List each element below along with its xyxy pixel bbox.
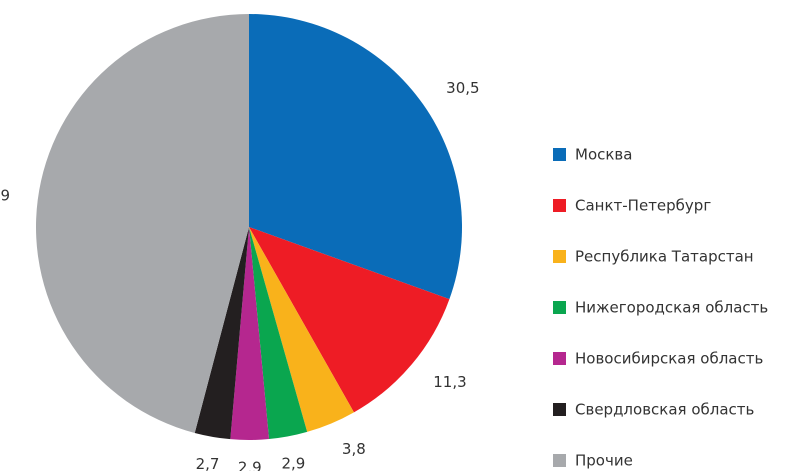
pie-slice [194,227,249,440]
pie-slice [249,227,354,432]
legend-swatch [553,250,566,263]
legend-swatch [553,352,566,365]
pie-slice [249,14,462,300]
pie-slice [249,227,308,440]
legend-label: Прочие [575,452,633,470]
legend-label: Республика Татарстан [575,248,754,266]
data-label: 11,3 [433,373,466,391]
pie-slice [230,227,270,440]
pie-slice [36,14,250,433]
legend-label: Санкт-Петербург [575,197,711,215]
data-label: 2,9 [281,454,305,471]
legend-label: Свердловская область [575,401,754,419]
data-label: 45,9 [0,187,10,205]
pie-slice [249,227,450,413]
legend-swatch [553,301,566,314]
data-label: 30,5 [446,79,479,97]
legend-swatch [553,454,566,467]
legend-label: Нижегородская область [575,299,768,317]
legend-swatch [553,199,566,212]
data-label: 3,8 [342,440,366,458]
data-label: 2,7 [196,455,220,471]
data-label: 2,9 [238,458,262,471]
legend-swatch [553,403,566,416]
legend-swatch [553,148,566,161]
legend-label: Новосибирская область [575,350,763,368]
legend-label: Москва [575,146,632,164]
